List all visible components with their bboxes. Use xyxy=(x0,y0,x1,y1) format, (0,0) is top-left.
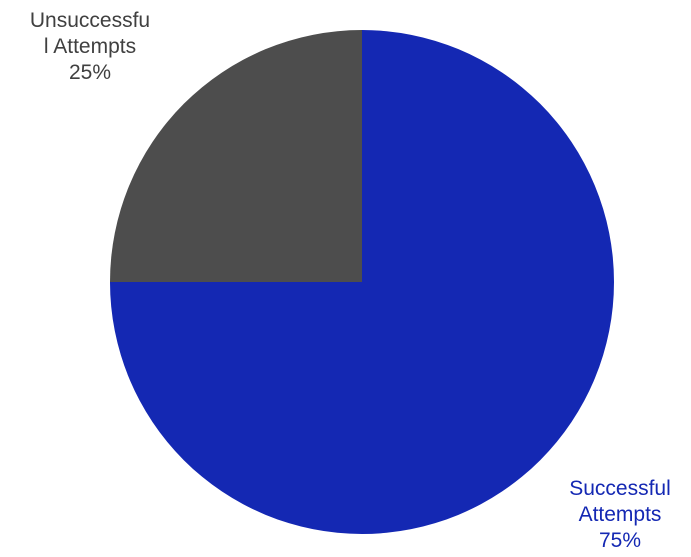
slice-label-line: Unsuccessfu xyxy=(30,9,150,32)
pie-slice-unsuccessful-attempts xyxy=(110,30,362,282)
slices-layer xyxy=(110,30,614,534)
slice-label-line: Successful xyxy=(569,477,671,500)
labels-layer: Successful Attempts 75% Unsuccessfu l Attemp… xyxy=(30,9,671,552)
slice-label-successful-attempts: Successful Attempts 75% xyxy=(569,477,671,552)
slice-label-line: 25% xyxy=(69,61,111,84)
slice-label-line: l Attempts xyxy=(44,35,136,58)
slice-label-line: Attempts xyxy=(579,503,662,526)
slice-label-unsuccessful-attempts: Unsuccessfu l Attempts 25% xyxy=(30,9,150,84)
slice-label-line: 75% xyxy=(599,529,641,552)
